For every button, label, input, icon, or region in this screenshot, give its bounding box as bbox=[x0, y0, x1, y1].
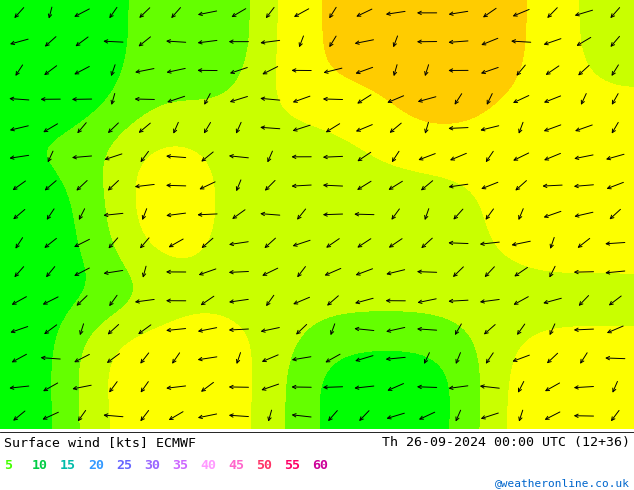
Text: Surface wind [kts] ECMWF: Surface wind [kts] ECMWF bbox=[4, 436, 196, 449]
Text: @weatheronline.co.uk: @weatheronline.co.uk bbox=[495, 478, 630, 488]
Text: 15: 15 bbox=[60, 459, 76, 472]
Text: 60: 60 bbox=[312, 459, 328, 472]
Text: 40: 40 bbox=[200, 459, 216, 472]
Text: 55: 55 bbox=[284, 459, 300, 472]
Text: 35: 35 bbox=[172, 459, 188, 472]
Text: 50: 50 bbox=[256, 459, 272, 472]
Text: 30: 30 bbox=[144, 459, 160, 472]
Text: 20: 20 bbox=[88, 459, 104, 472]
Text: 25: 25 bbox=[116, 459, 132, 472]
Text: 5: 5 bbox=[4, 459, 12, 472]
Text: Th 26-09-2024 00:00 UTC (12+36): Th 26-09-2024 00:00 UTC (12+36) bbox=[382, 436, 630, 449]
Text: 10: 10 bbox=[32, 459, 48, 472]
Text: 45: 45 bbox=[228, 459, 244, 472]
